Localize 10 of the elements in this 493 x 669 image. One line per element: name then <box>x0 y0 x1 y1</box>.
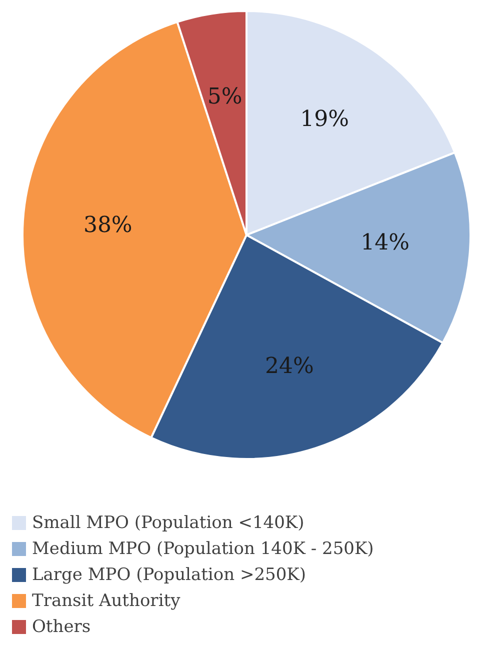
legend-label: Medium MPO (Population 140K - 250K) <box>32 538 374 561</box>
data-label: 24% <box>264 354 314 379</box>
data-label: 38% <box>83 213 132 238</box>
legend-label: Small MPO (Population <140K) <box>32 512 304 535</box>
legend-label: Others <box>32 616 91 639</box>
data-label: 5% <box>207 84 242 110</box>
legend-label: Large MPO (Population >250K) <box>32 564 306 587</box>
legend-label: Transit Authority <box>32 590 180 613</box>
data-label: 14% <box>360 230 410 256</box>
data-label: 19% <box>300 106 350 132</box>
